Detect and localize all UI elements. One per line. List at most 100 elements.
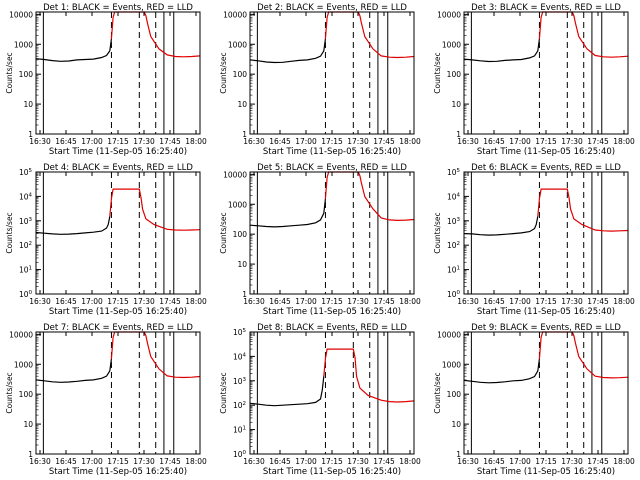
y-tick-label: 1000 [228,200,247,209]
x-tick-label: 17:00 [81,457,103,466]
x-tick-label: 17:45 [373,137,395,146]
x-tick-label: 17:00 [295,297,317,306]
x-tick-label: 16:30 [457,457,479,466]
y-tick-label: 10 [237,260,247,269]
y-tick-label: 103 [19,217,33,226]
x-tick-label: 16:30 [29,457,51,466]
y-tick-label: 100 [233,450,247,459]
x-tick-label: 17:00 [509,457,531,466]
y-tick-label: 105 [233,328,247,337]
x-tick-label: 16:45 [55,457,77,466]
x-tick-label: 17:15 [321,457,343,466]
y-tick-label: 1000 [228,40,247,49]
panel-title: Det 6: BLACK = Events, RED = LLD [471,163,621,173]
panel-title: Det 8: BLACK = Events, RED = LLD [257,323,407,333]
x-tick-label: 16:45 [55,297,77,306]
x-tick-label: 18:00 [399,457,421,466]
y-tick-label: 10000 [9,330,33,339]
panel-det-7: 16:30 16:45 17:00 17:15 17:30 17:45 18:00 1 10 10… [5,323,207,477]
y-tick-label: 105 [447,168,461,177]
x-tick-label: 17:45 [587,297,609,306]
y-tick-label: 1 [28,130,33,139]
x-tick-label: 17:15 [535,297,557,306]
x-tick-label: 17:15 [321,297,343,306]
y-axis-label: Counts/sec [5,52,14,93]
y-tick-label: 101 [447,266,460,275]
y-axis-label: Counts/sec [219,212,228,253]
x-tick-label: 17:15 [535,457,557,466]
panel-det-2: 16:30 16:45 17:00 17:15 17:30 17:45 18:00 1 10 10… [219,3,421,157]
x-tick-label: 16:45 [483,137,505,146]
y-tick-label: 10000 [223,170,247,179]
x-tick-label: 16:30 [457,297,479,306]
y-tick-label: 100 [447,390,462,399]
x-tick-label: 17:30 [133,457,155,466]
y-tick-label: 10 [451,420,461,429]
x-tick-label: 17:30 [347,457,369,466]
x-tick-label: 17:45 [373,457,395,466]
panel-det-5: 16:30 16:45 17:00 17:15 17:30 17:45 18:00 1 10 10… [219,163,421,317]
x-tick-label: 16:30 [243,137,265,146]
events-series-line [463,38,540,63]
x-tick-label: 17:00 [295,457,317,466]
x-tick-label: 17:30 [561,297,583,306]
y-tick-label: 1 [28,450,33,459]
y-tick-label: 10000 [437,10,461,19]
x-tick-label: 17:30 [133,137,155,146]
x-axis-label: Start Time (11-Sep-05 16:25:40) [263,307,401,317]
x-tick-label: 17:00 [509,137,531,146]
y-tick-label: 104 [19,192,33,201]
x-tick-label: 17:45 [587,137,609,146]
y-tick-label: 101 [233,426,246,435]
x-tick-label: 17:15 [107,457,129,466]
x-tick-label: 16:45 [483,297,505,306]
lld-series-line [323,348,415,403]
events-series-line [463,216,539,236]
panel-det-9: 16:30 16:45 17:00 17:15 17:30 17:45 18:00 1 10 10… [433,323,635,477]
panel-title: Det 5: BLACK = Events, RED = LLD [257,163,407,173]
y-axis-label: Counts/sec [219,372,228,413]
lld-series-line [537,188,629,232]
y-tick-label: 1 [242,290,247,299]
x-tick-label: 18:00 [399,297,421,306]
x-tick-label: 18:00 [185,457,207,466]
y-tick-label: 102 [233,401,246,410]
x-axis-label: Start Time (11-Sep-05 16:25:40) [477,467,615,477]
x-axis-label: Start Time (11-Sep-05 16:25:40) [49,307,187,317]
y-tick-label: 101 [19,266,32,275]
y-tick-label: 100 [233,70,248,79]
y-tick-label: 10 [23,420,33,429]
y-tick-label: 1000 [14,360,33,369]
y-tick-label: 1000 [442,40,461,49]
y-axis-label: Counts/sec [433,372,442,413]
x-tick-label: 17:45 [159,457,181,466]
events-series-line [249,38,326,64]
x-tick-label: 17:30 [347,137,369,146]
x-tick-label: 16:45 [55,137,77,146]
y-tick-label: 102 [447,241,460,250]
panel-det-4: 16:30 16:45 17:00 17:15 17:30 17:45 18:00 100 10… [5,163,207,317]
events-series-line [35,358,112,383]
x-tick-label: 17:15 [107,297,129,306]
y-axis-label: Counts/sec [219,52,228,93]
y-tick-label: 105 [19,168,33,177]
x-tick-label: 17:15 [535,137,557,146]
x-axis-label: Start Time (11-Sep-05 16:25:40) [49,147,187,157]
events-series-line [249,198,326,228]
x-tick-label: 17:45 [159,137,181,146]
y-tick-label: 100 [19,390,34,399]
y-tick-label: 100 [19,70,34,79]
y-tick-label: 1000 [14,40,33,49]
x-tick-label: 17:00 [81,297,103,306]
x-tick-label: 17:30 [347,297,369,306]
x-tick-label: 16:45 [269,137,291,146]
y-tick-label: 103 [233,377,247,386]
x-tick-label: 17:30 [133,297,155,306]
panel-title: Det 2: BLACK = Events, RED = LLD [257,3,407,13]
x-tick-label: 18:00 [399,137,421,146]
y-axis-label: Counts/sec [433,52,442,93]
y-tick-label: 102 [19,241,32,250]
events-series-line [249,376,325,407]
